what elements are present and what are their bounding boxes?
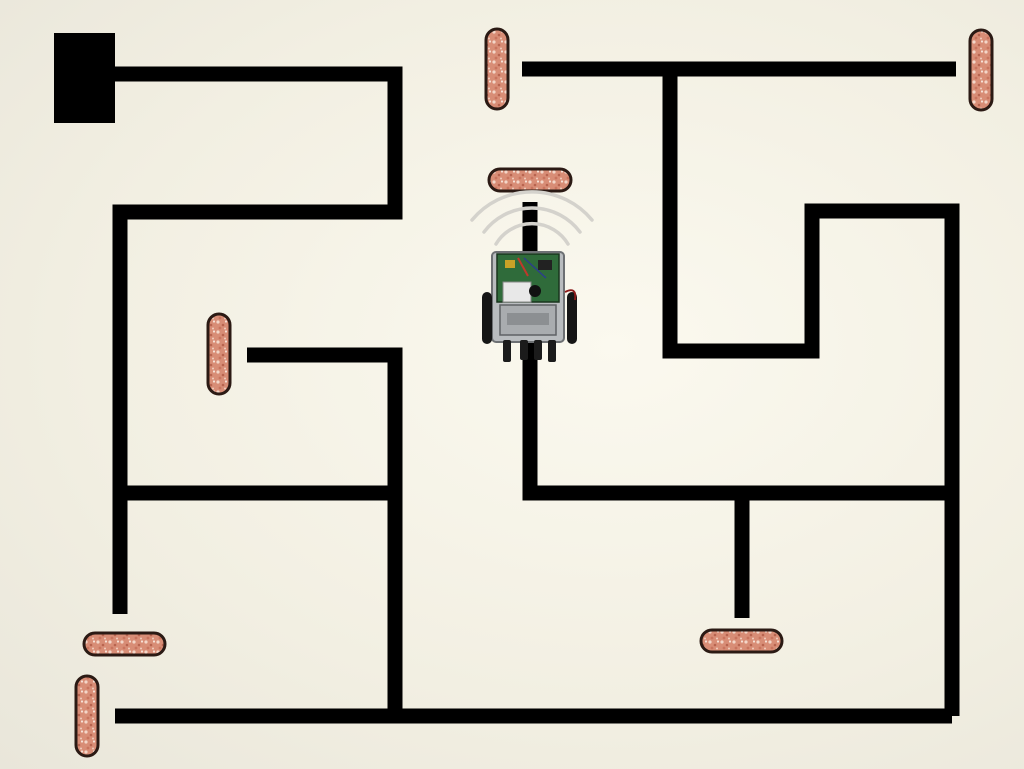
line-follower-robot-icon	[482, 251, 577, 362]
wireless-signal-icon	[470, 190, 594, 246]
maze-lines	[112, 61, 960, 724]
brick-obstacle-icon	[82, 631, 167, 657]
brick-obstacle-icon	[484, 27, 510, 111]
brick-obstacle-icon	[699, 628, 784, 654]
brick-obstacle-icon	[74, 674, 100, 758]
brick-obstacle-icon	[487, 167, 573, 193]
brick-obstacle-icon	[206, 312, 232, 396]
start-block-icon	[54, 33, 115, 123]
brick-obstacle-icon	[968, 28, 994, 112]
wheel-left	[482, 292, 492, 344]
maze-line-inner-u	[662, 69, 960, 716]
wheel-right	[567, 292, 577, 344]
maze-line-center-left	[247, 347, 403, 720]
maze-line-top-left	[112, 66, 403, 614]
